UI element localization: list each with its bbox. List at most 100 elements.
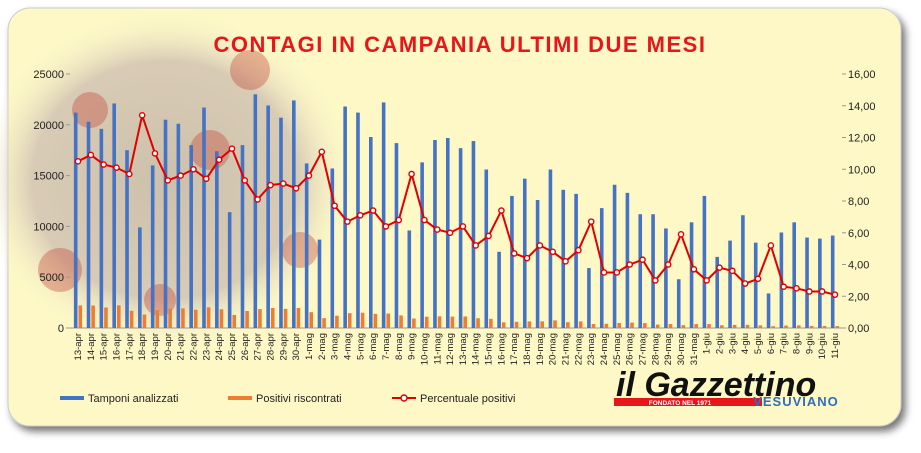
line-marker <box>113 164 120 171</box>
x-tick-label: 13-apr <box>73 333 84 360</box>
bar <box>232 314 237 328</box>
bar <box>694 324 698 328</box>
line-marker <box>177 172 184 179</box>
x-tick-label: 10-mag <box>419 333 430 365</box>
line-marker <box>203 175 210 183</box>
x-tick-label: 9-mag <box>407 333 418 360</box>
bar <box>707 324 711 328</box>
bar <box>245 310 249 328</box>
x-tick-label: 22-mag <box>573 333 584 365</box>
bar <box>330 168 335 328</box>
line-marker <box>356 211 364 219</box>
bar <box>86 121 91 328</box>
y-tick-label: 20000 <box>33 120 64 132</box>
y-tick-label: 0 <box>58 323 64 335</box>
y2-tick-label: 4,00 <box>848 260 869 272</box>
line-marker <box>652 277 659 284</box>
bar <box>407 230 412 328</box>
x-tick-label: 22-apr <box>188 333 199 360</box>
line-marker <box>421 216 428 224</box>
bar <box>809 325 814 328</box>
bar <box>484 169 489 328</box>
bar <box>574 193 578 328</box>
bar <box>535 199 540 328</box>
bar <box>369 136 373 328</box>
x-tick-label: 9-giu <box>804 333 815 354</box>
bar <box>728 240 732 328</box>
x-tick-label: 29-apr <box>278 333 289 360</box>
x-tick-label: 18-mag <box>522 333 533 365</box>
legend-swatch-marker <box>400 394 408 402</box>
x-tick-label: 26-apr <box>240 333 251 360</box>
bar <box>227 212 232 328</box>
x-tick-label: 5-giu <box>753 333 764 354</box>
bar <box>347 313 352 328</box>
x-tick-label: 13-mag <box>458 333 469 365</box>
bar <box>317 239 322 328</box>
line-marker <box>369 207 377 214</box>
bar <box>771 326 775 328</box>
legend-label: Positivi riscontrati <box>256 393 342 405</box>
x-tick-label: 19-apr <box>150 333 161 360</box>
bar <box>630 322 634 328</box>
x-tick-label: 16-apr <box>111 333 122 360</box>
x-tick-label: 1-giu <box>702 333 713 354</box>
x-tick-label: 23-mag <box>586 333 597 365</box>
bar <box>476 318 480 328</box>
line-marker <box>331 202 338 210</box>
line-marker <box>536 242 544 249</box>
line-marker <box>472 242 480 249</box>
bar <box>356 112 360 328</box>
line-marker <box>408 170 415 178</box>
bar <box>599 208 604 328</box>
chart-title: CONTAGI IN CAMPANIA ULTIMI DUE MESI <box>214 32 707 57</box>
bar <box>702 195 707 328</box>
bar <box>548 169 553 328</box>
bar <box>266 105 270 328</box>
bar <box>163 119 168 328</box>
x-tick-label: 27-mag <box>638 333 649 365</box>
bar <box>279 117 283 328</box>
bar <box>386 313 391 328</box>
x-tick-label: 24-mag <box>599 333 610 365</box>
x-tick-label: 28-mag <box>650 333 661 365</box>
line-marker <box>446 229 454 237</box>
x-tick-label: 3-mag <box>330 333 341 360</box>
bar <box>394 143 399 328</box>
line-marker <box>344 218 351 225</box>
bar <box>270 307 275 328</box>
x-tick-label: 16-mag <box>496 333 507 365</box>
bar <box>540 321 544 328</box>
logo-name: il Gazzettino <box>616 366 816 404</box>
bar <box>655 324 660 328</box>
line-marker <box>215 156 223 164</box>
bar <box>155 310 160 328</box>
bar <box>604 323 609 328</box>
bar <box>587 268 591 328</box>
line-marker <box>74 158 82 165</box>
line-marker <box>703 277 710 284</box>
bar <box>471 141 476 328</box>
x-tick-label: 17-apr <box>124 333 135 360</box>
line-marker <box>228 145 236 152</box>
bar <box>258 309 262 328</box>
bar <box>99 128 104 328</box>
line-marker <box>639 256 646 264</box>
x-tick-label: 12-mag <box>445 333 456 365</box>
legend-swatch <box>228 396 252 400</box>
x-tick-label: 20-mag <box>548 333 559 365</box>
x-tick-label: 20-apr <box>163 333 174 360</box>
x-tick-label: 11-mag <box>432 333 443 365</box>
bar <box>745 324 750 328</box>
bar <box>510 195 514 328</box>
line-marker <box>305 172 313 179</box>
bar <box>181 308 185 328</box>
line-marker <box>241 177 249 184</box>
bar <box>758 325 763 328</box>
x-tick-label: 21-apr <box>176 333 187 360</box>
x-tick-label: 8-mag <box>394 333 405 360</box>
x-tick-label: 6-giu <box>766 333 777 354</box>
bar <box>591 323 596 328</box>
bar <box>818 238 822 328</box>
line-marker <box>716 264 723 271</box>
